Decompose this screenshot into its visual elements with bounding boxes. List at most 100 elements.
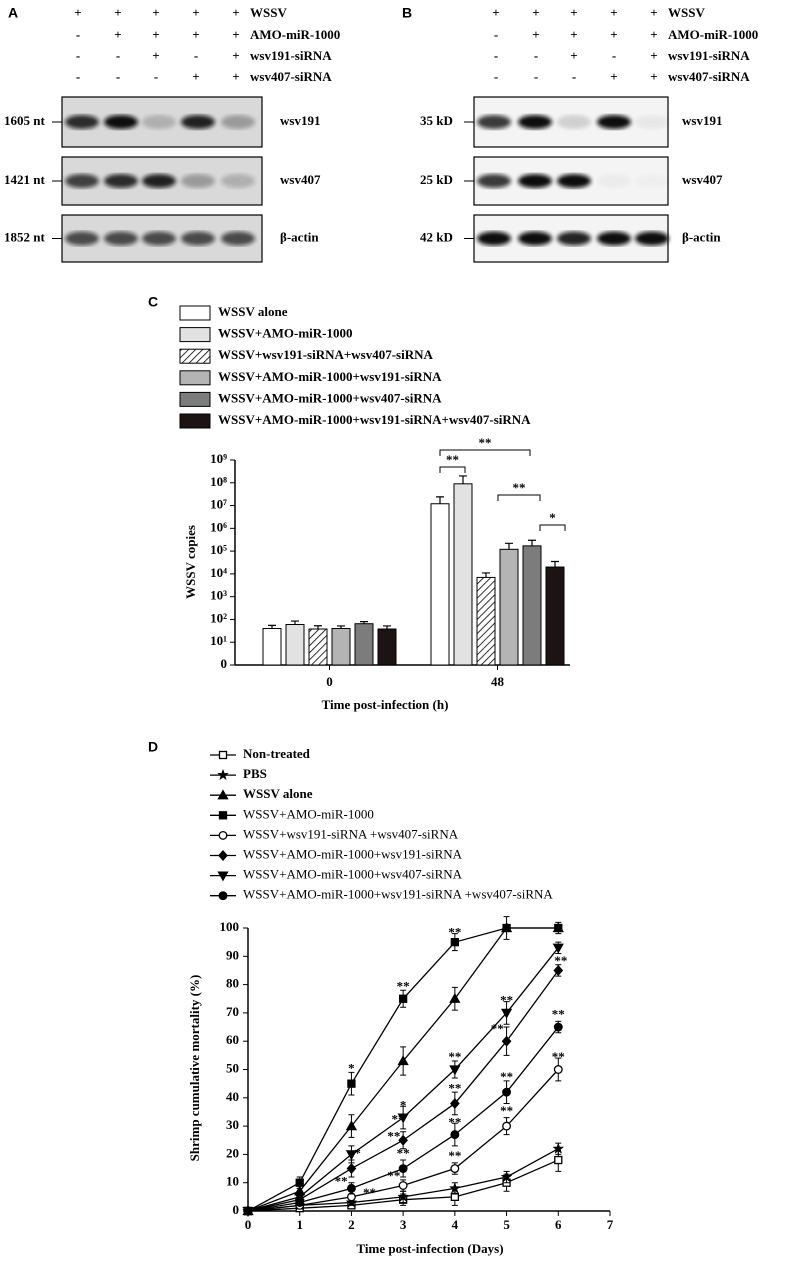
y-tick-label: 80 xyxy=(226,976,239,991)
legend-label: WSSV+AMO-miR-1000 xyxy=(243,806,374,821)
bar xyxy=(262,628,282,666)
blot-band xyxy=(104,115,138,129)
bar xyxy=(430,503,450,666)
significance-label: ** xyxy=(387,1168,400,1183)
significance-bracket xyxy=(439,466,466,473)
data-point xyxy=(398,994,408,1003)
legend-label: WSSV+AMO-miR-1000+wsv407-siRNA xyxy=(243,867,463,882)
y-tick-label: 50 xyxy=(226,1060,239,1075)
bar xyxy=(354,623,374,666)
condition-mark: - xyxy=(116,48,120,63)
significance-label: ** xyxy=(448,1114,461,1129)
y-axis-title: Shrimp cumulative mortality (%) xyxy=(187,975,202,1162)
y-tick-label: 0 xyxy=(233,1202,240,1217)
legend-label: WSSV+AMO-miR-1000+wsv407-siRNA xyxy=(218,390,442,405)
condition-mark: + xyxy=(152,5,159,20)
y-tick-label: 10³ xyxy=(210,588,227,603)
condition-mark: + xyxy=(570,27,577,42)
error-bar xyxy=(528,539,536,546)
blot-band xyxy=(477,174,511,188)
data-point xyxy=(449,1065,461,1076)
x-tick-label: 7 xyxy=(607,1217,614,1232)
condition-mark: - xyxy=(494,69,498,84)
x-tick-label: 2 xyxy=(348,1217,355,1232)
condition-mark: + xyxy=(532,5,539,20)
blot-band xyxy=(181,115,215,129)
y-tick-label: 90 xyxy=(226,947,239,962)
error-bar xyxy=(360,621,368,624)
condition-mark: + xyxy=(114,27,121,42)
significance-label: ** xyxy=(397,1145,410,1160)
x-tick-label: 6 xyxy=(555,1217,562,1232)
y-tick-label: 100 xyxy=(220,919,240,934)
blot-band xyxy=(518,231,552,246)
significance-label: ** xyxy=(363,1185,376,1200)
condition-label: wsv407-siRNA xyxy=(250,69,332,84)
condition-label: wsv191-siRNA xyxy=(668,48,750,63)
condition-mark: + xyxy=(232,48,239,63)
blot-name: β-actin xyxy=(682,229,721,244)
x-tick-label: 48 xyxy=(491,674,505,689)
significance-label: ** xyxy=(335,1174,348,1189)
bar xyxy=(545,566,565,666)
data-point xyxy=(500,1008,513,1019)
data-point xyxy=(449,992,461,1003)
data-point xyxy=(553,1065,563,1074)
blot-size: 42 kD xyxy=(420,229,453,244)
condition-mark: + xyxy=(114,5,121,20)
x-axis-title: Time post-infection (h) xyxy=(322,697,449,712)
blot-band xyxy=(65,231,99,246)
x-tick-label: 0 xyxy=(245,1217,252,1232)
bar xyxy=(285,623,305,666)
y-tick-label: 0 xyxy=(221,656,228,671)
condition-label: AMO-miR-1000 xyxy=(250,27,340,42)
condition-mark: + xyxy=(610,5,617,20)
condition-mark: + xyxy=(570,5,577,20)
blot-band xyxy=(635,174,669,188)
x-tick-label: 3 xyxy=(400,1217,407,1232)
y-tick-label: 10⁴ xyxy=(210,565,227,580)
blot-band xyxy=(635,115,669,129)
y-tick-label: 10⁸ xyxy=(210,474,227,489)
error-bar xyxy=(383,625,391,630)
blot-size: 35 kD xyxy=(420,113,453,128)
condition-mark: + xyxy=(74,5,81,20)
condition-mark: + xyxy=(650,69,657,84)
error-bar xyxy=(505,542,513,550)
significance-label: ** xyxy=(391,1111,404,1126)
data-point xyxy=(294,1192,306,1203)
significance-label: ** xyxy=(448,1049,461,1064)
legend-marker xyxy=(218,811,228,820)
significance-bracket xyxy=(497,494,541,501)
error-bar xyxy=(314,625,322,630)
y-tick-label: 10² xyxy=(210,610,227,625)
significance-label: ** xyxy=(387,1128,400,1143)
legend-marker xyxy=(217,789,229,800)
condition-mark: - xyxy=(494,48,498,63)
data-point xyxy=(345,1120,358,1131)
legend-marker xyxy=(217,871,229,882)
error-bar xyxy=(291,620,299,625)
significance-label: ** xyxy=(552,1007,565,1022)
panel-label: A xyxy=(8,5,18,21)
bar xyxy=(476,576,496,666)
condition-mark: + xyxy=(232,5,239,20)
condition-mark: - xyxy=(76,27,80,42)
data-point xyxy=(450,1130,460,1140)
x-tick-label: 0 xyxy=(326,674,333,689)
data-point xyxy=(346,1183,356,1193)
blot-band xyxy=(557,174,591,188)
significance-label: ** xyxy=(491,1021,504,1036)
blot-band xyxy=(65,174,99,188)
y-tick-label: 70 xyxy=(226,1004,239,1019)
condition-label: AMO-miR-1000 xyxy=(668,27,758,42)
blot-band xyxy=(557,231,591,246)
blot-name: wsv191 xyxy=(280,113,320,128)
y-tick-label: 30 xyxy=(226,1117,239,1132)
panel-label: C xyxy=(148,294,158,310)
significance-label: * xyxy=(400,1097,407,1112)
condition-mark: + xyxy=(532,27,539,42)
data-point xyxy=(553,964,564,976)
blot-band xyxy=(142,174,176,188)
